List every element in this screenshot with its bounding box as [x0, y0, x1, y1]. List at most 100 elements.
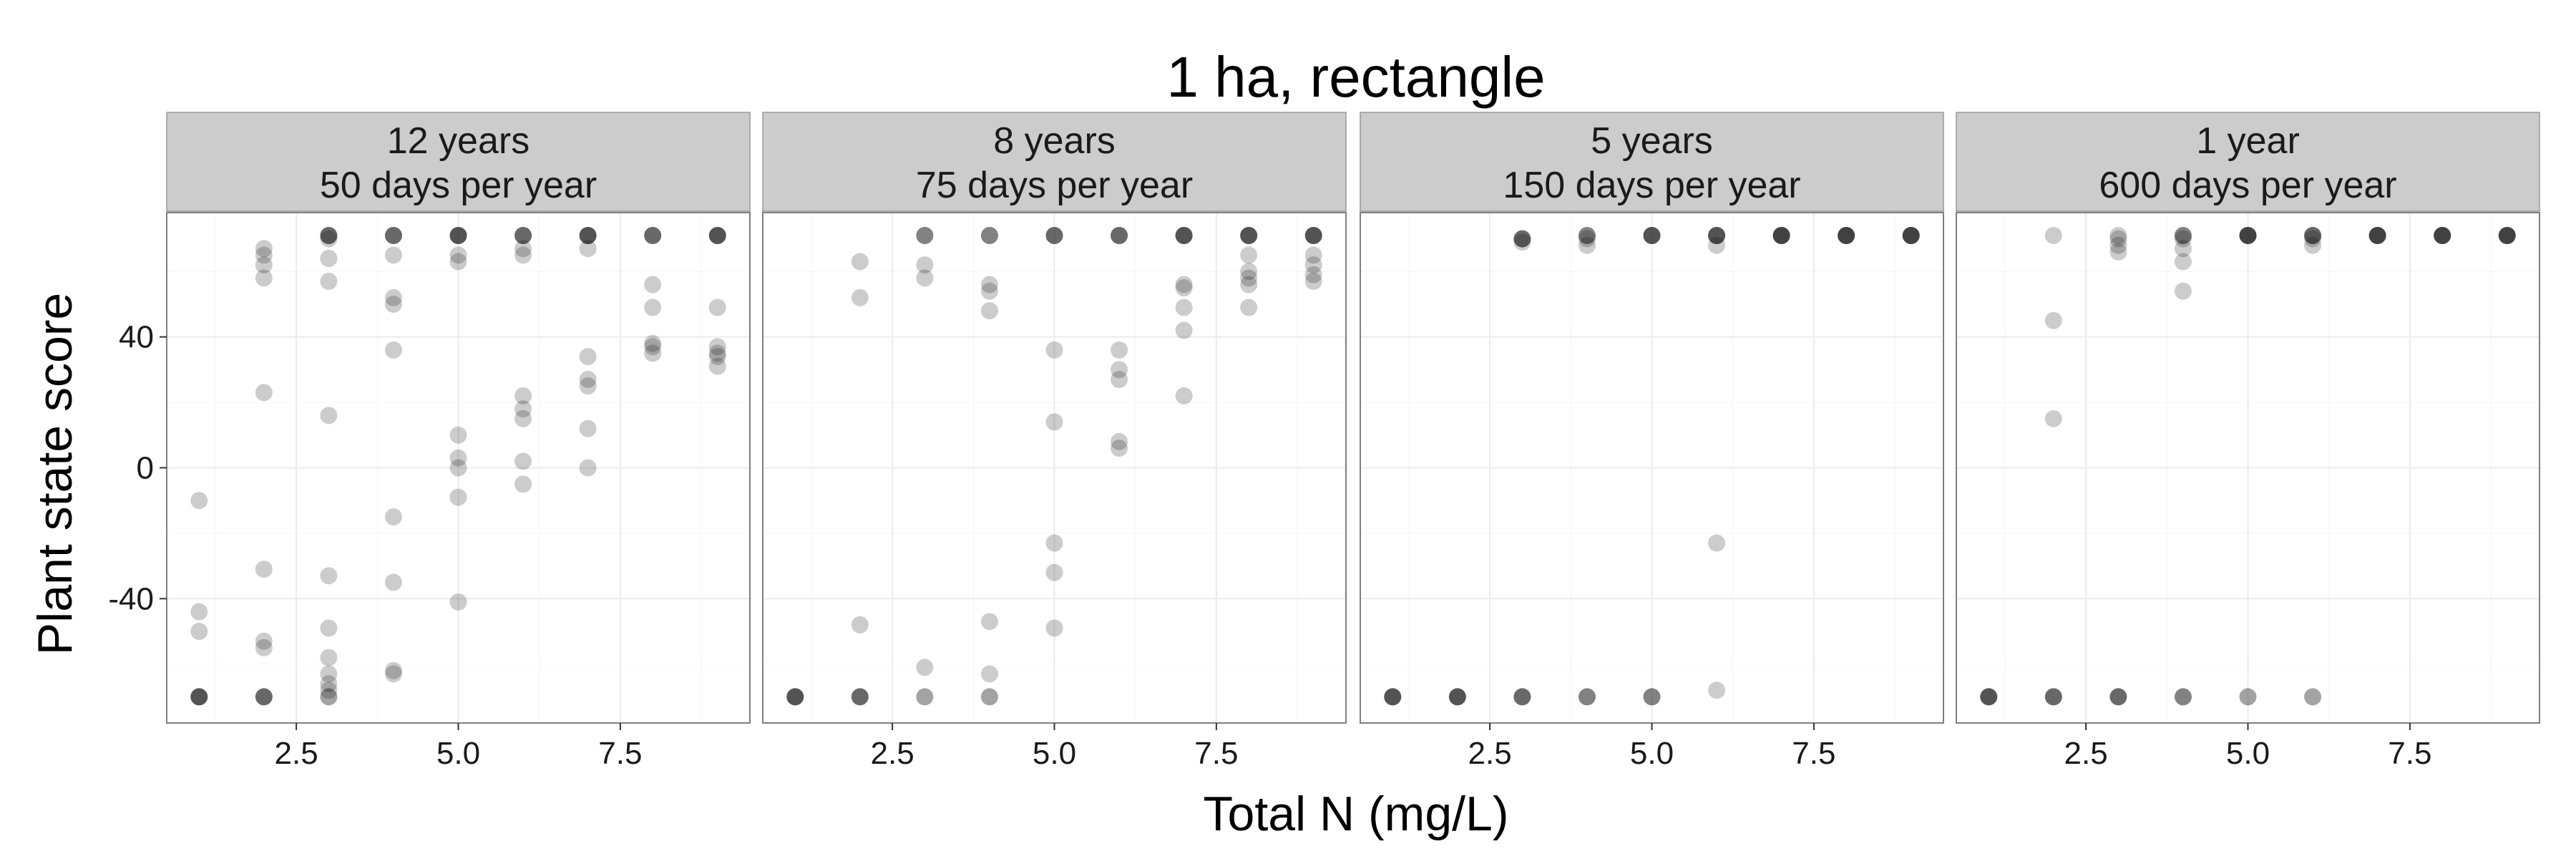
data-point — [1045, 413, 1063, 431]
data-point — [2304, 236, 2322, 254]
data-point — [786, 688, 804, 706]
data-point — [449, 226, 467, 244]
data-point — [1384, 688, 1402, 706]
data-point — [1838, 226, 1855, 244]
data-point — [2498, 226, 2516, 244]
data-point — [916, 226, 934, 244]
data-point — [2304, 226, 2322, 244]
data-point — [320, 226, 338, 244]
data-point — [2368, 226, 2386, 244]
data-point — [1240, 269, 1258, 287]
data-point — [1304, 272, 1322, 290]
facet-strip-label: 12 years — [387, 120, 530, 162]
data-point — [1513, 688, 1531, 706]
data-point — [2368, 226, 2386, 244]
data-point — [2498, 226, 2516, 244]
data-point — [320, 407, 338, 424]
data-point — [1240, 263, 1258, 281]
data-point — [190, 688, 208, 706]
data-point — [1175, 387, 1193, 404]
data-point — [514, 246, 532, 264]
data-point — [1384, 688, 1402, 706]
data-point — [1838, 226, 1855, 244]
data-point — [2174, 688, 2192, 706]
data-point — [1111, 226, 1128, 244]
data-point — [579, 226, 597, 244]
y-axis-title: Plant state score — [28, 293, 82, 655]
data-point — [851, 616, 869, 634]
facet-strip-label: 1 year — [2196, 120, 2300, 162]
data-point — [1175, 276, 1193, 293]
x-tick-label: 5.0 — [1033, 736, 1076, 771]
data-point — [1513, 688, 1531, 706]
data-point — [514, 400, 532, 418]
data-point — [579, 226, 597, 244]
data-point — [1240, 226, 1258, 244]
facet-strip-label: 75 days per year — [916, 165, 1193, 206]
data-point — [1708, 226, 1726, 244]
data-point — [644, 276, 662, 293]
data-point — [1708, 534, 1726, 552]
data-point — [255, 639, 273, 656]
data-point — [1708, 226, 1726, 244]
data-point — [1513, 233, 1531, 251]
data-point — [449, 449, 467, 467]
data-point — [384, 661, 402, 679]
data-point — [384, 246, 402, 264]
data-point — [579, 377, 597, 395]
data-point — [514, 409, 532, 427]
data-point — [1448, 688, 1466, 706]
data-point — [851, 288, 869, 306]
data-point — [708, 226, 726, 244]
data-point — [1240, 276, 1258, 293]
data-point — [980, 688, 998, 706]
data-point — [786, 688, 804, 706]
data-point — [1838, 226, 1855, 244]
data-point — [514, 226, 532, 244]
data-point — [2239, 226, 2257, 244]
data-point — [1448, 688, 1466, 706]
data-point — [1902, 226, 1920, 244]
data-point — [980, 688, 998, 706]
data-point — [851, 253, 869, 271]
data-point — [916, 659, 934, 676]
facet-strip — [1360, 112, 1944, 212]
data-point — [1045, 226, 1063, 244]
data-point — [514, 452, 532, 470]
data-point — [1045, 226, 1063, 244]
data-points — [1384, 226, 1920, 706]
data-point — [1902, 226, 1920, 244]
data-point — [980, 226, 998, 244]
data-point — [916, 226, 934, 244]
data-point — [2239, 226, 2257, 244]
data-point — [916, 688, 934, 706]
data-point — [514, 387, 532, 404]
data-point — [514, 226, 532, 244]
data-point — [1240, 226, 1258, 244]
data-point — [2109, 688, 2127, 706]
data-point — [1513, 688, 1531, 706]
y-tick-label: 40 — [119, 320, 154, 355]
data-point — [2434, 226, 2451, 244]
data-point — [384, 508, 402, 526]
data-point — [1045, 226, 1063, 244]
data-point — [2368, 226, 2386, 244]
data-point — [2434, 226, 2451, 244]
facet-strip — [762, 112, 1347, 212]
data-point — [1045, 563, 1063, 581]
data-point — [320, 688, 338, 706]
x-tick-label: 5.0 — [2226, 736, 2270, 771]
data-point — [2434, 226, 2451, 244]
data-point — [2304, 688, 2322, 706]
data-point — [1384, 688, 1402, 706]
data-point — [1902, 226, 1920, 244]
data-point — [514, 226, 532, 244]
data-point — [449, 459, 467, 477]
data-point — [1578, 226, 1596, 244]
data-point — [980, 282, 998, 300]
data-point — [2109, 230, 2127, 248]
data-point — [1111, 226, 1128, 244]
data-point — [2109, 688, 2127, 706]
data-point — [708, 226, 726, 244]
